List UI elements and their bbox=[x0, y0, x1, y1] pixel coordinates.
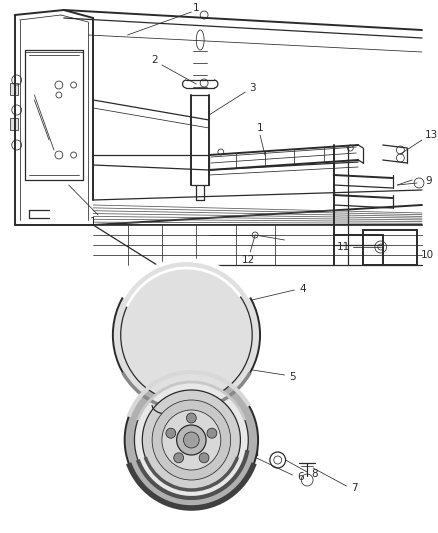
Circle shape bbox=[134, 382, 248, 498]
Text: 3: 3 bbox=[249, 83, 255, 93]
Text: 2: 2 bbox=[151, 55, 157, 65]
Text: 9: 9 bbox=[426, 176, 432, 186]
Text: 6: 6 bbox=[297, 472, 304, 482]
Text: 12: 12 bbox=[242, 255, 255, 265]
Text: 10: 10 bbox=[420, 250, 434, 260]
Circle shape bbox=[142, 390, 240, 490]
Circle shape bbox=[184, 432, 199, 448]
Circle shape bbox=[162, 410, 221, 470]
Circle shape bbox=[113, 260, 260, 410]
Circle shape bbox=[174, 453, 184, 463]
Text: 8: 8 bbox=[312, 469, 318, 479]
Circle shape bbox=[187, 413, 196, 423]
Text: 13: 13 bbox=[425, 130, 438, 140]
Circle shape bbox=[199, 453, 209, 463]
Bar bbox=[10, 83, 18, 95]
Circle shape bbox=[152, 400, 231, 480]
Text: 1: 1 bbox=[90, 217, 96, 227]
Circle shape bbox=[207, 428, 217, 438]
Text: 1: 1 bbox=[193, 3, 200, 13]
Text: 5: 5 bbox=[289, 372, 296, 382]
Bar bbox=[10, 118, 18, 130]
Ellipse shape bbox=[196, 30, 204, 50]
Text: 1: 1 bbox=[257, 123, 263, 133]
Circle shape bbox=[125, 372, 258, 508]
Text: 7: 7 bbox=[351, 483, 357, 493]
Text: 4: 4 bbox=[299, 284, 306, 294]
Circle shape bbox=[166, 428, 176, 438]
Circle shape bbox=[121, 268, 252, 402]
Circle shape bbox=[177, 425, 206, 455]
Text: 11: 11 bbox=[337, 242, 350, 252]
